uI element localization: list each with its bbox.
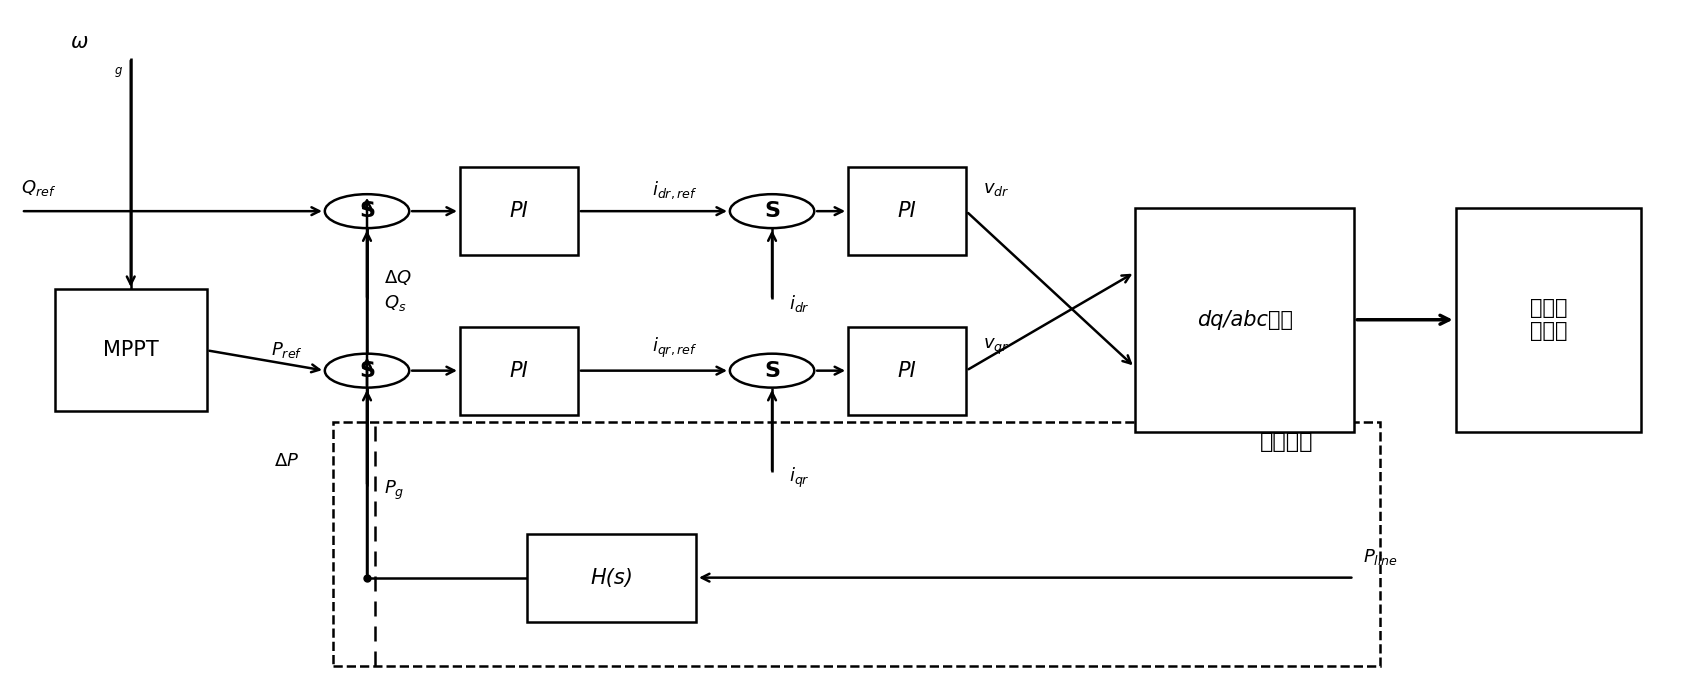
Text: 转子侧
变换器: 转子侧 变换器 xyxy=(1530,298,1567,341)
Bar xyxy=(1135,207,1355,431)
Circle shape xyxy=(729,194,814,228)
Bar xyxy=(527,534,695,622)
Text: $P_g$: $P_g$ xyxy=(383,480,404,502)
Text: 阻尼控制: 阻尼控制 xyxy=(1260,432,1313,452)
Text: $\mathbf{S}$: $\mathbf{S}$ xyxy=(360,201,375,221)
Text: dq/abc变换: dq/abc变换 xyxy=(1197,310,1292,330)
Text: $_g$: $_g$ xyxy=(114,62,124,80)
Bar xyxy=(460,326,578,415)
Circle shape xyxy=(326,354,409,387)
Text: $v_{qr}$: $v_{qr}$ xyxy=(984,337,1009,357)
Text: $i_{qr,ref}$: $i_{qr,ref}$ xyxy=(653,336,697,361)
Text: $Q_{ref}$: $Q_{ref}$ xyxy=(20,177,56,198)
Text: PI: PI xyxy=(897,361,916,381)
Bar xyxy=(1455,207,1642,431)
Point xyxy=(353,572,380,583)
Text: PI: PI xyxy=(897,201,916,221)
Circle shape xyxy=(729,354,814,387)
Bar xyxy=(848,326,967,415)
Text: $\Delta Q$: $\Delta Q$ xyxy=(383,268,412,287)
Text: $\omega$: $\omega$ xyxy=(70,32,88,52)
Text: $Q_s$: $Q_s$ xyxy=(383,293,407,313)
Text: $\Delta P$: $\Delta P$ xyxy=(275,451,300,470)
Bar xyxy=(54,289,207,412)
Text: PI: PI xyxy=(509,201,527,221)
Text: $\mathbf{S}$: $\mathbf{S}$ xyxy=(763,201,780,221)
Text: $\mathbf{S}$: $\mathbf{S}$ xyxy=(763,361,780,381)
Text: $P_{line}$: $P_{line}$ xyxy=(1364,548,1398,567)
Text: $i_{qr}$: $i_{qr}$ xyxy=(789,466,809,490)
Bar xyxy=(332,422,1379,666)
Bar xyxy=(848,167,967,256)
Text: $\mathbf{S}$: $\mathbf{S}$ xyxy=(360,361,375,381)
Bar xyxy=(460,167,578,256)
Text: $P_{ref}$: $P_{ref}$ xyxy=(271,341,304,361)
Text: $i_{dr,ref}$: $i_{dr,ref}$ xyxy=(653,179,697,201)
Text: $i_{dr}$: $i_{dr}$ xyxy=(789,293,809,313)
Text: PI: PI xyxy=(509,361,527,381)
Text: MPPT: MPPT xyxy=(103,340,159,360)
Circle shape xyxy=(326,194,409,228)
Text: $v_{dr}$: $v_{dr}$ xyxy=(984,179,1009,198)
Text: H(s): H(s) xyxy=(590,567,633,587)
